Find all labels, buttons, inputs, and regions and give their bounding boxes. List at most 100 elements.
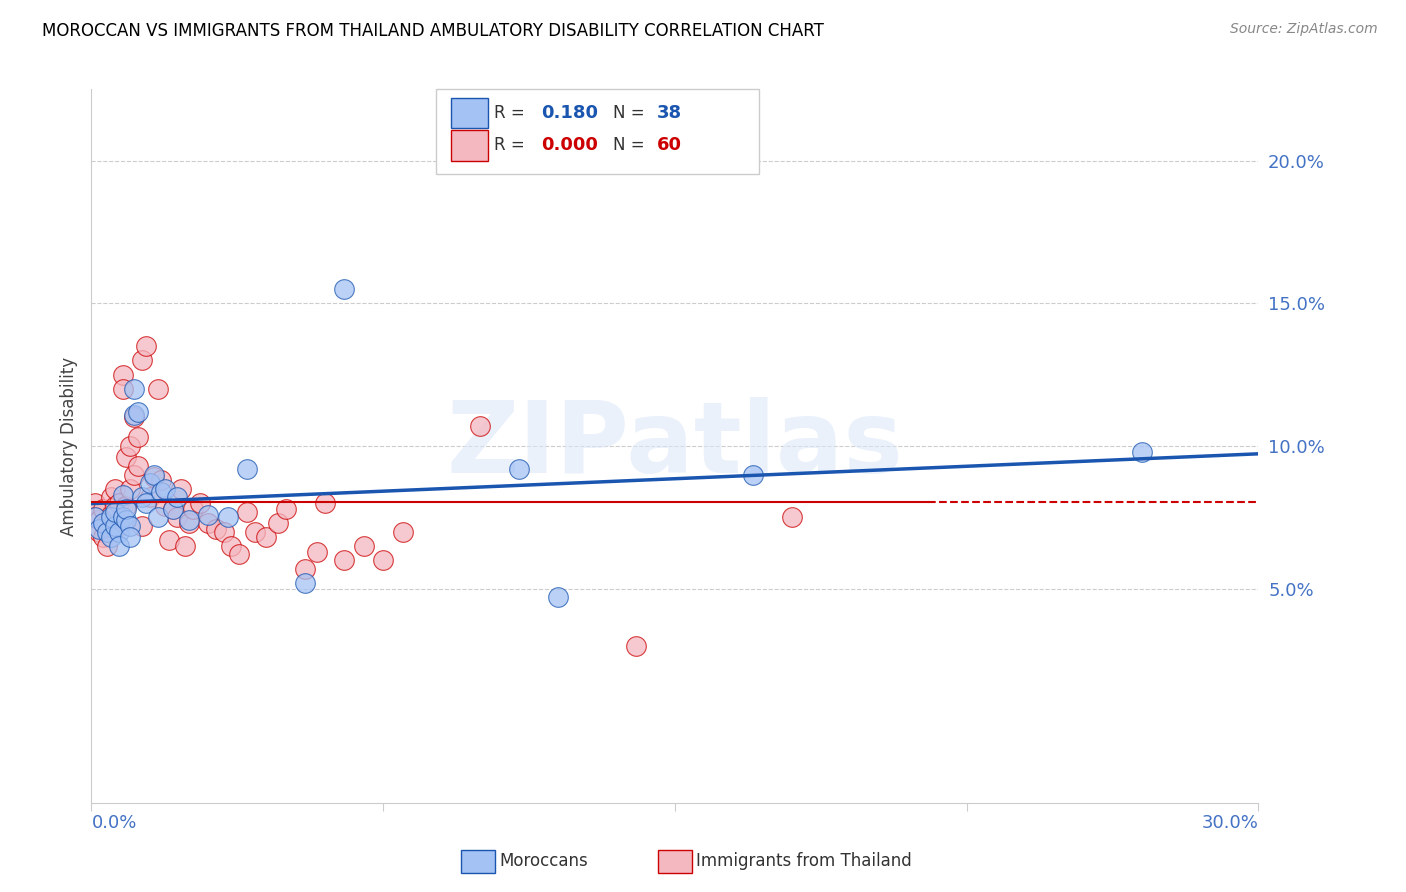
Point xyxy=(111,487,134,501)
Point xyxy=(228,548,250,562)
Text: MOROCCAN VS IMMIGRANTS FROM THAILAND AMBULATORY DISABILITY CORRELATION CHART: MOROCCAN VS IMMIGRANTS FROM THAILAND AMB… xyxy=(42,22,824,40)
Text: 30.0%: 30.0% xyxy=(1202,814,1258,832)
Text: R =: R = xyxy=(494,104,524,122)
Point xyxy=(267,516,290,530)
Point xyxy=(100,491,122,505)
Point xyxy=(166,491,188,505)
Point xyxy=(142,470,165,484)
Point xyxy=(84,510,107,524)
Point xyxy=(107,519,129,533)
Point xyxy=(333,282,356,296)
Point xyxy=(197,516,219,530)
Point xyxy=(111,368,134,382)
Point xyxy=(107,524,129,539)
Point xyxy=(89,522,111,536)
Point xyxy=(221,539,243,553)
Point xyxy=(508,462,530,476)
Point xyxy=(173,539,195,553)
Point xyxy=(146,510,169,524)
Point xyxy=(146,382,169,396)
Point xyxy=(150,473,173,487)
Point xyxy=(162,501,184,516)
Point xyxy=(122,467,145,482)
Point xyxy=(100,508,122,522)
Point xyxy=(256,530,278,544)
Point xyxy=(104,499,127,513)
Text: N =: N = xyxy=(613,136,644,154)
Point xyxy=(162,501,184,516)
Point xyxy=(391,524,413,539)
Point xyxy=(115,513,138,527)
Point xyxy=(547,591,569,605)
Point xyxy=(107,496,129,510)
Point xyxy=(122,408,145,422)
Point xyxy=(84,496,107,510)
Point xyxy=(84,510,107,524)
Point xyxy=(150,484,173,499)
Point xyxy=(142,467,165,482)
Point xyxy=(127,430,149,444)
Point xyxy=(115,499,138,513)
Point xyxy=(157,533,180,548)
Point xyxy=(96,524,118,539)
Text: Moroccans: Moroccans xyxy=(499,852,588,870)
Point xyxy=(780,510,803,524)
Point xyxy=(91,501,114,516)
Point xyxy=(122,410,145,425)
Point xyxy=(177,516,200,530)
Point xyxy=(181,501,204,516)
Point xyxy=(120,530,142,544)
Point xyxy=(120,482,142,496)
Point xyxy=(100,530,122,544)
Point xyxy=(127,405,149,419)
Point xyxy=(741,467,763,482)
Point xyxy=(188,496,211,510)
Point xyxy=(104,482,127,496)
Y-axis label: Ambulatory Disability: Ambulatory Disability xyxy=(59,357,77,535)
Point xyxy=(111,510,134,524)
Point xyxy=(624,639,647,653)
Point xyxy=(1130,444,1153,458)
Point xyxy=(170,482,193,496)
Point xyxy=(91,530,114,544)
Point xyxy=(138,491,162,505)
Point xyxy=(131,353,153,368)
Point xyxy=(166,510,188,524)
Point xyxy=(197,508,219,522)
Point xyxy=(470,419,492,434)
Point xyxy=(127,458,149,473)
Text: Source: ZipAtlas.com: Source: ZipAtlas.com xyxy=(1230,22,1378,37)
Point xyxy=(131,491,153,505)
Point xyxy=(107,539,129,553)
Point xyxy=(305,544,328,558)
Point xyxy=(96,539,118,553)
Point xyxy=(111,382,134,396)
Point xyxy=(120,519,142,533)
Point xyxy=(138,476,162,491)
Point xyxy=(236,505,259,519)
Point xyxy=(104,505,127,519)
Point xyxy=(100,510,122,524)
Point xyxy=(155,482,177,496)
Point xyxy=(96,516,118,530)
Point xyxy=(236,462,259,476)
Point xyxy=(371,553,394,567)
Text: ZIPatlas: ZIPatlas xyxy=(447,398,903,494)
Point xyxy=(91,516,114,530)
Text: 0.000: 0.000 xyxy=(541,136,598,154)
Point xyxy=(205,522,228,536)
Text: 60: 60 xyxy=(657,136,682,154)
Point xyxy=(120,439,142,453)
Point xyxy=(104,519,127,533)
Text: 38: 38 xyxy=(657,104,682,122)
Point xyxy=(89,513,111,527)
Text: R =: R = xyxy=(494,136,524,154)
Point xyxy=(155,499,177,513)
Point xyxy=(243,524,266,539)
Point xyxy=(212,524,235,539)
Point xyxy=(135,339,157,353)
Point xyxy=(274,501,297,516)
Text: 0.180: 0.180 xyxy=(541,104,599,122)
Point xyxy=(115,501,138,516)
Text: Immigrants from Thailand: Immigrants from Thailand xyxy=(696,852,911,870)
